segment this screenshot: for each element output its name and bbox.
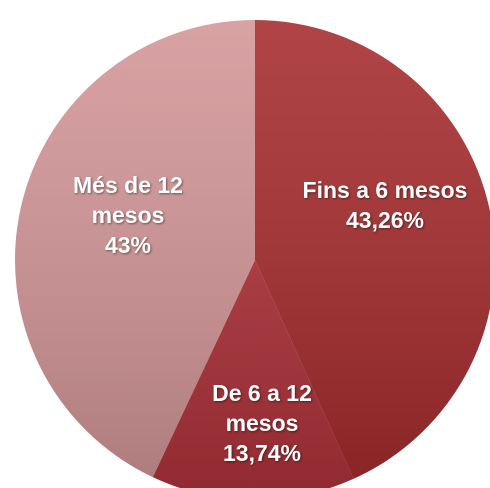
slice-label: Fins a 6 mesos 43,26% — [285, 175, 485, 235]
slice-label: De 6 a 12 mesos 13,74% — [197, 378, 327, 468]
category-label: De 6 a 12 mesos — [212, 380, 312, 436]
value-label: 13,74% — [222, 440, 301, 466]
value-label: 43% — [104, 232, 152, 258]
slice-label: Més de 12 mesos 43% — [58, 170, 198, 260]
value-label: 43,26% — [345, 207, 424, 233]
category-label: Fins a 6 mesos — [302, 177, 468, 203]
category-label: Més de 12 mesos — [73, 172, 183, 228]
